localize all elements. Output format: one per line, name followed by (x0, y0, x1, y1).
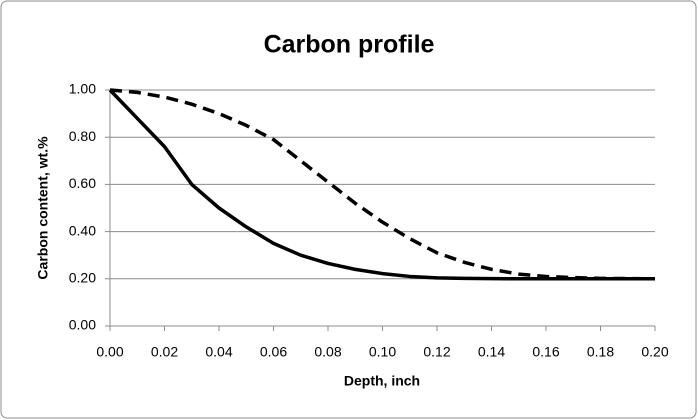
x-tick-label: 0.10 (369, 344, 396, 360)
series-line (109, 88, 656, 281)
y-tick-label: 0.40 (69, 222, 96, 238)
y-axis-label: Carbon content, wt.% (35, 136, 51, 280)
y-tick-label: 0.20 (69, 270, 96, 286)
y-tick-label: 0.80 (69, 128, 96, 144)
x-tick-label: 0.16 (532, 344, 559, 360)
x-tick-label: 0.00 (96, 344, 123, 360)
x-tick-label: 0.02 (151, 344, 178, 360)
x-tick-label: 0.12 (423, 344, 450, 360)
x-tick-label: 0.18 (587, 344, 614, 360)
x-axis-label: Depth, inch (344, 373, 420, 389)
x-tick-label: 0.04 (205, 344, 232, 360)
x-tick-label: 0.08 (314, 344, 341, 360)
chart-title: Carbon profile (264, 31, 435, 59)
x-tick-label: 0.14 (478, 344, 505, 360)
y-tick-label: 0.60 (69, 175, 96, 191)
x-tick-label: 0.20 (641, 344, 668, 360)
y-tick-label: 0.00 (69, 317, 96, 333)
x-tick-label: 0.06 (260, 344, 287, 360)
y-tick-label: 1.00 (69, 81, 96, 97)
